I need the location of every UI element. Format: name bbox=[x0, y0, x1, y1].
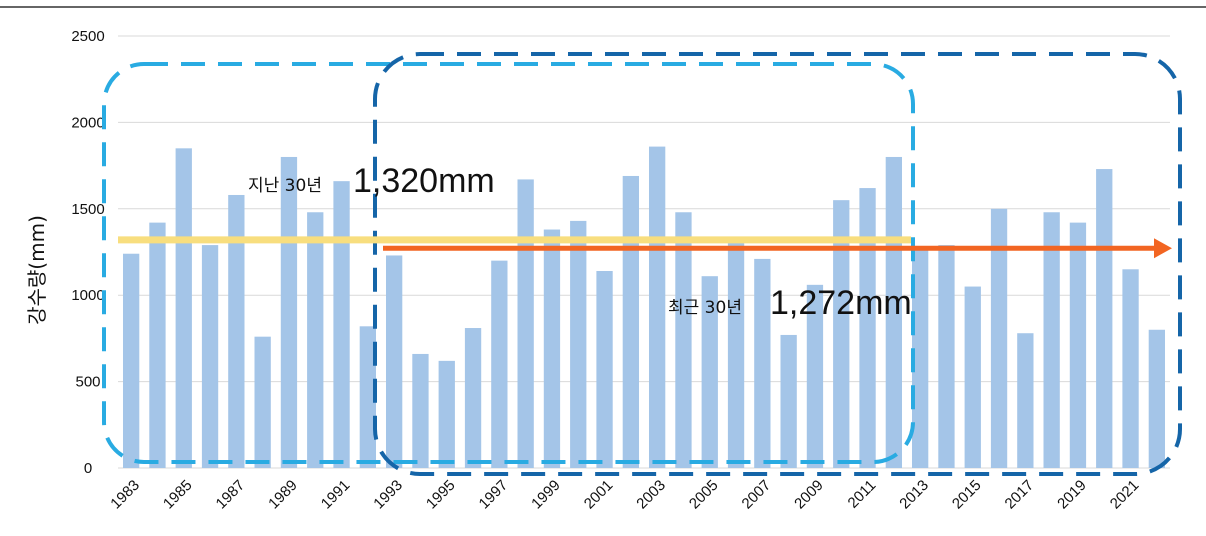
bar-2013 bbox=[911, 248, 929, 468]
bar-1996 bbox=[464, 328, 482, 468]
bar-2012 bbox=[885, 156, 903, 468]
bar-1998 bbox=[517, 179, 534, 468]
y-tick-label: 2500 bbox=[71, 28, 104, 45]
recent-average-annotation: 최근 30년 1,272mm bbox=[668, 284, 912, 322]
x-tick-label: 2005 bbox=[686, 477, 722, 513]
period-boxes bbox=[102, 52, 1182, 476]
bar-2018 bbox=[1043, 212, 1060, 468]
bar-2003 bbox=[648, 146, 666, 469]
bars bbox=[122, 146, 1166, 469]
x-tick-label: 2017 bbox=[1002, 477, 1038, 513]
bar-1985 bbox=[175, 148, 192, 468]
x-tick-label: 2003 bbox=[633, 477, 669, 513]
y-axis-ticks: 0 500 1000 1500 2000 2500 bbox=[71, 28, 104, 477]
bar-1986 bbox=[201, 245, 219, 468]
bar-2007 bbox=[754, 258, 771, 468]
bar-1987 bbox=[228, 194, 245, 468]
bar-2001 bbox=[596, 271, 613, 468]
x-tick-label: 1997 bbox=[476, 477, 512, 513]
bar-2017 bbox=[1017, 333, 1034, 468]
bar-1988 bbox=[254, 336, 271, 468]
bar-2006 bbox=[727, 241, 745, 468]
average-lines bbox=[118, 236, 1172, 259]
y-tick-label: 0 bbox=[84, 460, 92, 477]
bar-2016 bbox=[990, 208, 1008, 469]
bar-2019 bbox=[1069, 222, 1087, 468]
bar-2009 bbox=[806, 284, 824, 468]
x-axis-ticks: 1983 1985 1987 1989 1991 1993 1995 1997 1999 2001… bbox=[107, 477, 1142, 513]
bar-2002 bbox=[622, 175, 640, 468]
y-tick-label: 1000 bbox=[71, 287, 104, 304]
x-tick-label: 2011 bbox=[845, 477, 880, 512]
past-period-box bbox=[102, 62, 915, 464]
bar-2005 bbox=[701, 276, 718, 468]
x-tick-label: 1985 bbox=[160, 477, 196, 513]
x-tick-label: 1993 bbox=[370, 477, 406, 513]
x-tick-label: 1983 bbox=[107, 477, 143, 513]
bar-1984 bbox=[149, 222, 166, 468]
x-tick-label: 2001 bbox=[581, 477, 617, 513]
x-tick-label: 2013 bbox=[896, 477, 932, 513]
x-tick-label: 2007 bbox=[739, 477, 775, 513]
x-tick-label: 2009 bbox=[791, 477, 827, 513]
recent-average-value: 1,272mm bbox=[770, 284, 912, 322]
x-tick-label: 2015 bbox=[949, 477, 985, 513]
past-average-value: 1,320mm bbox=[353, 162, 495, 200]
bar-1993 bbox=[385, 255, 403, 468]
past-average-label: 지난 30년 bbox=[248, 176, 322, 196]
bar-1997 bbox=[491, 260, 508, 468]
y-tick-label: 1500 bbox=[71, 201, 104, 218]
bar-2008 bbox=[780, 334, 797, 468]
bar-2011 bbox=[859, 188, 876, 468]
gridlines bbox=[118, 35, 1170, 469]
x-tick-label: 1995 bbox=[423, 477, 459, 513]
bar-2020 bbox=[1096, 169, 1113, 468]
bar-1991 bbox=[333, 181, 350, 469]
y-tick-label: 500 bbox=[75, 374, 100, 391]
bar-2004 bbox=[675, 212, 692, 468]
x-tick-label: 1989 bbox=[265, 477, 301, 513]
bar-2000 bbox=[570, 220, 587, 468]
bar-1990 bbox=[307, 212, 324, 468]
recent-average-label: 최근 30년 bbox=[668, 298, 742, 318]
x-tick-label: 1991 bbox=[318, 477, 354, 513]
x-tick-label: 2019 bbox=[1054, 477, 1090, 513]
bar-2010 bbox=[833, 200, 850, 468]
y-axis-label: 강수량(mm) bbox=[25, 215, 49, 325]
bar-1992 bbox=[359, 326, 377, 468]
past-average-annotation: 지난 30년 1,320mm bbox=[248, 162, 495, 200]
recent-arrow-head bbox=[1154, 238, 1172, 259]
bar-1989 bbox=[280, 156, 298, 468]
bar-2021 bbox=[1122, 269, 1139, 468]
bar-1983 bbox=[122, 253, 140, 468]
bar-1999 bbox=[543, 229, 561, 468]
bar-2022 bbox=[1148, 329, 1166, 468]
x-tick-label: 1987 bbox=[213, 477, 249, 513]
bar-1994 bbox=[412, 353, 429, 468]
bar-1995 bbox=[438, 360, 455, 468]
x-tick-label: 2021 bbox=[1107, 477, 1143, 513]
bar-2015 bbox=[964, 286, 981, 468]
x-tick-label: 1999 bbox=[528, 477, 564, 513]
bar-2014 bbox=[938, 245, 955, 468]
y-tick-label: 2000 bbox=[71, 114, 104, 131]
